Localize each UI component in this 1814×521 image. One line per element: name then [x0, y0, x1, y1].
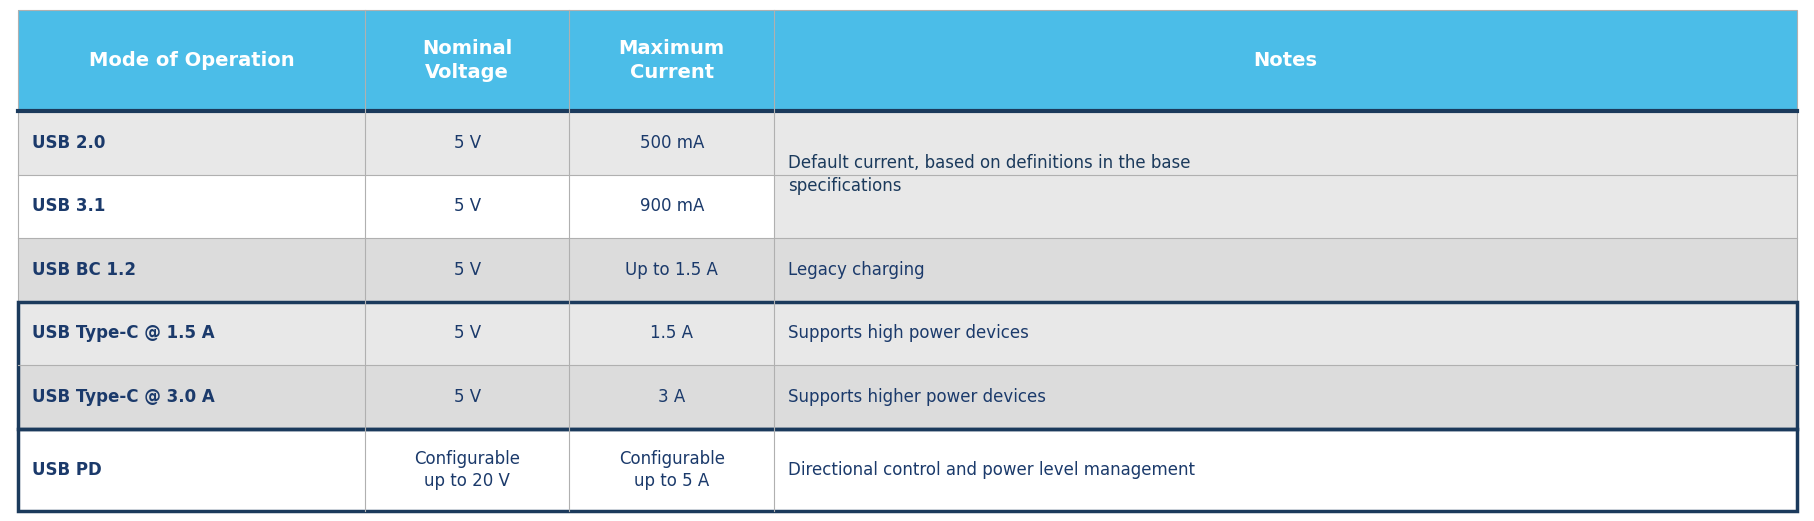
Text: USB 3.1: USB 3.1 [33, 197, 105, 215]
Text: 5 V: 5 V [454, 134, 481, 152]
Bar [773, 238, 1796, 302]
Bar [773, 10, 1796, 111]
Bar [773, 429, 1796, 511]
Bar [18, 238, 365, 302]
Text: USB Type-C @ 3.0 A: USB Type-C @ 3.0 A [33, 388, 214, 406]
Bar [365, 365, 570, 429]
Bar [18, 365, 365, 429]
Text: USB Type-C @ 1.5 A: USB Type-C @ 1.5 A [33, 325, 214, 342]
Bar [18, 10, 365, 111]
Bar [18, 429, 1796, 511]
Bar [365, 429, 570, 511]
Bar [365, 302, 570, 365]
Bar [18, 302, 365, 365]
Text: Configurable
up to 20 V: Configurable up to 20 V [414, 450, 521, 490]
Bar [365, 175, 570, 238]
Text: Maximum
Current: Maximum Current [619, 39, 724, 82]
Bar [570, 111, 773, 175]
Text: Configurable
up to 5 A: Configurable up to 5 A [619, 450, 724, 490]
Text: 3 A: 3 A [658, 388, 686, 406]
Bar [570, 302, 773, 365]
Text: Legacy charging: Legacy charging [787, 261, 923, 279]
Bar [570, 365, 773, 429]
Bar [773, 302, 1796, 365]
Bar [18, 175, 365, 238]
Bar [365, 111, 570, 175]
Text: USB BC 1.2: USB BC 1.2 [33, 261, 136, 279]
Text: Directional control and power level management: Directional control and power level mana… [787, 461, 1194, 479]
Text: Default current, based on definitions in the base
specifications: Default current, based on definitions in… [787, 154, 1190, 195]
Bar [570, 238, 773, 302]
Bar [365, 238, 570, 302]
Text: 5 V: 5 V [454, 325, 481, 342]
Text: 5 V: 5 V [454, 388, 481, 406]
Text: 1.5 A: 1.5 A [649, 325, 693, 342]
Bar [773, 111, 1796, 175]
Bar [365, 10, 570, 111]
Bar [570, 175, 773, 238]
Text: USB PD: USB PD [33, 461, 102, 479]
Text: USB 2.0: USB 2.0 [33, 134, 105, 152]
Text: 900 mA: 900 mA [639, 197, 704, 215]
Bar [570, 10, 773, 111]
Bar [18, 111, 365, 175]
Text: Nominal
Voltage: Nominal Voltage [423, 39, 512, 82]
Text: Notes: Notes [1253, 51, 1317, 70]
Bar [773, 175, 1796, 238]
Bar [773, 365, 1796, 429]
Bar [18, 429, 365, 511]
Bar [570, 429, 773, 511]
Text: Supports higher power devices: Supports higher power devices [787, 388, 1045, 406]
Text: 5 V: 5 V [454, 261, 481, 279]
Text: 500 mA: 500 mA [639, 134, 704, 152]
Text: Up to 1.5 A: Up to 1.5 A [626, 261, 718, 279]
Text: Mode of Operation: Mode of Operation [89, 51, 294, 70]
Bar [18, 302, 1796, 429]
Text: 5 V: 5 V [454, 197, 481, 215]
Text: Supports high power devices: Supports high power devices [787, 325, 1029, 342]
